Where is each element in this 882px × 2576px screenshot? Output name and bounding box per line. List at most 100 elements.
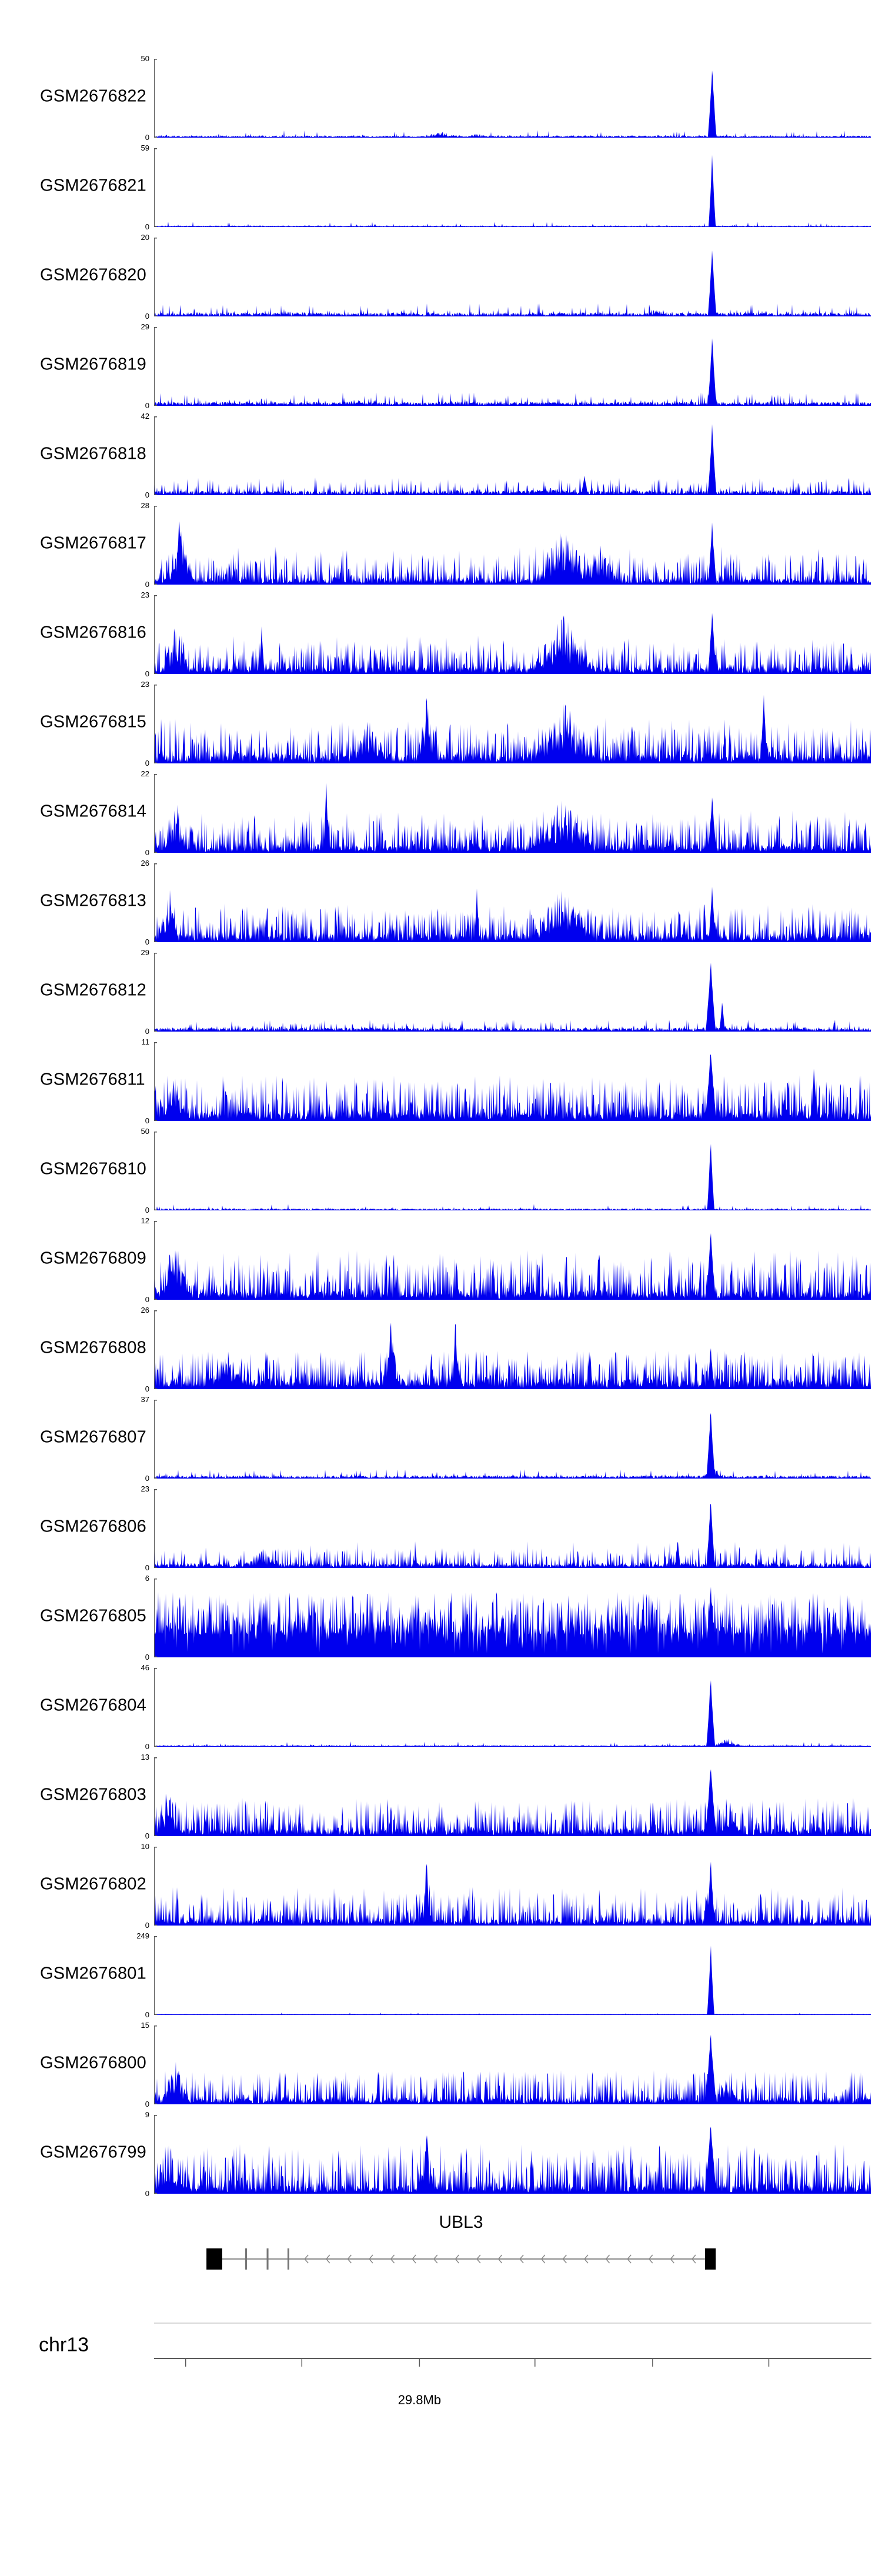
coverage-plot (154, 774, 871, 853)
coverage-track-list: GSM2676822 50 0 GSM2676821 59 0 GSM2676820 20 0 G… (0, 52, 882, 2198)
yaxis-min-label: 0 (145, 222, 149, 231)
track-row: GSM2676816 23 0 (0, 588, 882, 678)
yaxis-max-label: 13 (141, 1753, 149, 1761)
yaxis-max-label: 29 (141, 948, 149, 957)
coverage-plot (154, 595, 871, 674)
track-row: GSM2676822 50 0 (0, 52, 882, 142)
yaxis-min-label: 0 (145, 1921, 149, 1930)
sample-label: GSM2676810 (40, 1159, 146, 1179)
coverage-plot (154, 506, 871, 585)
sample-label: GSM2676817 (40, 533, 146, 553)
yaxis-max-label: 23 (141, 1484, 149, 1493)
yaxis-max-label: 12 (141, 1216, 149, 1225)
yaxis-min-label: 0 (145, 1384, 149, 1393)
yaxis-max-label: 22 (141, 769, 149, 778)
yaxis-min-label: 0 (145, 2010, 149, 2019)
track-row: GSM2676818 42 0 (0, 409, 882, 499)
yaxis-min-label: 0 (145, 848, 149, 857)
track-row: GSM2676805 6 0 (0, 1571, 882, 1661)
sample-label: GSM2676804 (40, 1696, 146, 1715)
sample-label: GSM2676799 (40, 2143, 146, 2162)
yaxis-min-label: 0 (145, 1206, 149, 1214)
yaxis-min-label: 0 (145, 1831, 149, 1840)
sample-label: GSM2676808 (40, 1338, 146, 1357)
yaxis-min-label: 0 (145, 759, 149, 768)
sample-label: GSM2676814 (40, 802, 146, 821)
yaxis-min-label: 0 (145, 669, 149, 678)
yaxis-min-label: 0 (145, 1027, 149, 1036)
yaxis-min-label: 0 (145, 133, 149, 142)
axis-coordinate-label: 29.8Mb (397, 2393, 442, 2407)
sample-label: GSM2676805 (40, 1606, 146, 1626)
yaxis-max-label: 29 (141, 322, 149, 331)
yaxis-min-label: 0 (145, 490, 149, 499)
track-row: GSM2676810 50 0 (0, 1125, 882, 1214)
yaxis-min-label: 0 (145, 580, 149, 589)
coverage-plot (154, 1668, 871, 1747)
sample-label: GSM2676806 (40, 1517, 146, 1536)
sample-label: GSM2676807 (40, 1427, 146, 1447)
yaxis-min-label: 0 (145, 312, 149, 321)
sample-label: GSM2676803 (40, 1785, 146, 1804)
coverage-plot (154, 1936, 871, 2015)
track-row: GSM2676809 12 0 (0, 1214, 882, 1304)
yaxis-max-label: 26 (141, 1306, 149, 1314)
yaxis-max-label: 11 (141, 1037, 150, 1046)
yaxis-max-label: 23 (141, 680, 149, 689)
yaxis-min-label: 0 (145, 1563, 149, 1572)
coverage-plot (154, 1132, 871, 1210)
coverage-plot (154, 1757, 871, 1836)
track-row: GSM2676800 15 0 (0, 2018, 882, 2108)
sample-label: GSM2676815 (40, 712, 146, 732)
sample-label: GSM2676812 (40, 980, 146, 1000)
yaxis-max-label: 59 (141, 144, 149, 152)
coverage-plot (154, 238, 871, 316)
yaxis-min-label: 0 (145, 1653, 149, 1661)
track-row: GSM2676804 46 0 (0, 1661, 882, 1751)
track-row: GSM2676814 22 0 (0, 767, 882, 857)
coverage-plot (154, 685, 871, 763)
coverage-plot (154, 416, 871, 495)
track-row: GSM2676802 10 0 (0, 1840, 882, 1930)
genome-axis (154, 2323, 871, 2367)
track-row: GSM2676807 37 0 (0, 1393, 882, 1483)
coverage-plot (154, 953, 871, 1032)
coverage-plot (154, 327, 871, 406)
track-row: GSM2676821 59 0 (0, 141, 882, 231)
yaxis-max-label: 50 (141, 54, 149, 63)
coverage-plot (154, 1042, 871, 1121)
sample-label: GSM2676813 (40, 891, 146, 910)
coverage-plot (154, 1579, 871, 1657)
yaxis-max-label: 42 (141, 412, 149, 421)
yaxis-max-label: 28 (141, 501, 149, 510)
track-row: GSM2676817 28 0 (0, 499, 882, 589)
sample-label: GSM2676820 (40, 265, 146, 285)
track-row: GSM2676813 26 0 (0, 856, 882, 946)
coverage-plot (154, 59, 871, 138)
yaxis-min-label: 0 (145, 2100, 149, 2108)
yaxis-max-label: 46 (141, 1663, 149, 1672)
track-row: GSM2676803 13 0 (0, 1750, 882, 1840)
yaxis-min-label: 0 (145, 1116, 149, 1125)
yaxis-max-label: 37 (141, 1395, 149, 1404)
sample-label: GSM2676811 (40, 1070, 145, 1089)
yaxis-min-label: 0 (145, 401, 149, 410)
sample-label: GSM2676800 (40, 2053, 146, 2073)
coverage-plot (154, 2026, 871, 2104)
coverage-plot (154, 863, 871, 942)
gene-name-label: UBL3 (439, 2213, 483, 2232)
track-row: GSM2676815 23 0 (0, 678, 882, 768)
coverage-plot (154, 148, 871, 227)
track-row: GSM2676801 249 0 (0, 1929, 882, 2019)
coverage-plot (154, 1400, 871, 1479)
genome-axis-track: chr13 29.8Mb (0, 2311, 882, 2441)
track-row: GSM2676812 29 0 (0, 946, 882, 1036)
yaxis-max-label: 6 (145, 1574, 149, 1583)
yaxis-max-label: 20 (141, 233, 149, 242)
sample-label: GSM2676801 (40, 1964, 146, 1983)
chromosome-label: chr13 (39, 2334, 89, 2356)
sample-label: GSM2676822 (40, 86, 146, 106)
yaxis-max-label: 9 (145, 2110, 149, 2119)
yaxis-max-label: 15 (141, 2021, 149, 2030)
